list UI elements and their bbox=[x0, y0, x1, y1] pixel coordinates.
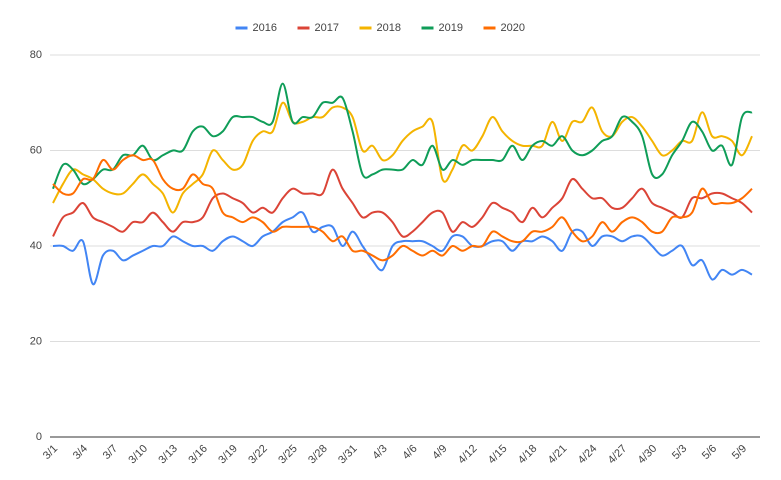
y-tick-label: 0 bbox=[36, 431, 42, 443]
x-tick-label: 3/1 bbox=[41, 443, 60, 462]
legend-label: 2016 bbox=[253, 22, 277, 34]
line-series bbox=[52, 168, 753, 238]
line-series bbox=[52, 211, 753, 286]
y-tick-label: 80 bbox=[30, 49, 42, 61]
x-tick-label: 3/22 bbox=[246, 443, 270, 467]
y-tick-label: 20 bbox=[30, 335, 42, 347]
x-tick-label: 5/9 bbox=[730, 443, 749, 462]
x-tick-label: 3/31 bbox=[336, 443, 360, 467]
line-series bbox=[52, 154, 753, 262]
x-tick-label: 4/21 bbox=[546, 443, 570, 467]
x-tick-label: 4/9 bbox=[430, 443, 449, 462]
x-tick-label: 4/24 bbox=[576, 443, 600, 467]
x-tick-label: 4/30 bbox=[636, 443, 660, 467]
legend-label: 2019 bbox=[439, 22, 463, 34]
x-tick-label: 3/16 bbox=[186, 443, 210, 467]
line-series bbox=[52, 101, 753, 214]
y-tick-label: 60 bbox=[30, 144, 42, 156]
x-tick-label: 4/6 bbox=[400, 443, 419, 462]
x-tick-label: 4/27 bbox=[606, 443, 630, 467]
x-tick-label: 3/25 bbox=[276, 443, 300, 467]
legend-label: 2020 bbox=[501, 22, 525, 34]
x-tick-label: 3/28 bbox=[306, 443, 330, 467]
legend-label: 2017 bbox=[315, 22, 339, 34]
x-tick-label: 4/12 bbox=[456, 443, 480, 467]
x-tick-label: 3/4 bbox=[71, 443, 90, 462]
x-tick-label: 3/10 bbox=[126, 443, 150, 467]
x-tick-label: 5/6 bbox=[700, 443, 719, 462]
x-tick-label: 4/18 bbox=[516, 443, 540, 467]
x-tick-label: 5/3 bbox=[670, 443, 689, 462]
x-tick-label: 4/15 bbox=[486, 443, 510, 467]
y-tick-label: 40 bbox=[30, 240, 42, 252]
x-tick-label: 3/13 bbox=[156, 443, 180, 467]
x-tick-label: 3/7 bbox=[101, 443, 120, 462]
x-tick-label: 3/19 bbox=[216, 443, 240, 467]
x-tick-label: 4/3 bbox=[370, 443, 389, 462]
legend-label: 2018 bbox=[377, 22, 401, 34]
line-series bbox=[52, 82, 753, 190]
